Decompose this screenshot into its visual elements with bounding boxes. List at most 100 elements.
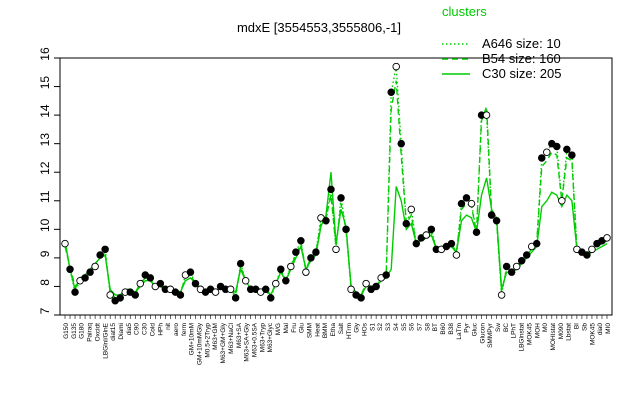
data-point <box>302 268 310 276</box>
legend-title: clusters <box>442 4 487 19</box>
x-tick-label: M/G <box>275 323 282 335</box>
y-tick-label: 8 <box>38 279 52 286</box>
x-tick-label: M63+Glyc <box>267 322 274 352</box>
data-point <box>543 148 551 156</box>
plot-area: 7 8 9 10 11 12 13 14 15 16 G150 G135 G180 Pairaq Oxcid… <box>38 47 613 365</box>
data-point <box>507 268 516 276</box>
data-point <box>297 237 305 245</box>
data-point <box>402 219 411 228</box>
data-point <box>81 274 89 282</box>
data-point <box>272 279 280 288</box>
data-point <box>337 194 345 202</box>
x-tick-label: S6 <box>409 323 416 331</box>
x-tick-label: MOK45 <box>589 323 596 345</box>
x-tick-label: dia5 <box>126 323 133 336</box>
data-point <box>452 251 461 259</box>
y-tick-label: 12 <box>38 161 52 175</box>
x-tick-label: S2 <box>377 323 384 331</box>
data-point <box>588 245 596 254</box>
x-tick-label: aero <box>173 323 180 336</box>
data-point <box>467 199 476 208</box>
data-point <box>91 262 99 271</box>
x-tick-label: M63+SA+Gly <box>244 322 251 361</box>
data-point <box>342 225 350 234</box>
x-tick-label: Pyr <box>464 322 471 333</box>
x-tick-label: Gly <box>354 322 361 333</box>
x-tick-label: S1 <box>369 323 376 331</box>
data-point <box>482 111 491 119</box>
x-tick-label: Oxcidt <box>94 323 101 342</box>
x-tick-label: MI0 <box>605 323 612 334</box>
x-tick-label: Diami <box>118 323 125 340</box>
x-tick-label: LaTm <box>456 323 463 340</box>
x-tick-label: SMM <box>307 323 314 338</box>
y-tick-label: 11 <box>38 190 52 203</box>
x-tick-label: BI <box>574 323 581 329</box>
x-tick-label: B38 <box>448 323 455 335</box>
data-point <box>522 251 531 259</box>
x-tick-label: M090 <box>558 323 565 340</box>
data-point <box>563 145 571 154</box>
data-point <box>156 279 165 288</box>
data-point <box>226 285 235 294</box>
legend-label: A646 size: 10 <box>482 36 561 51</box>
x-tick-label: Cold <box>149 323 156 337</box>
data-point <box>462 194 471 202</box>
data-point <box>186 268 195 276</box>
data-point <box>457 199 466 208</box>
data-point <box>412 239 421 248</box>
x-tick-label: Lbstat <box>566 323 573 341</box>
x-tick-label: C30 <box>142 323 149 335</box>
x-tick-label: Heat <box>314 323 321 337</box>
x-tick-label: SMMPyr <box>487 322 494 348</box>
data-point <box>282 276 290 285</box>
x-tick-label: nit <box>165 323 172 330</box>
data-point <box>502 262 511 271</box>
x-tick-label: B60 <box>440 323 447 335</box>
x-tick-label: Sb <box>581 323 588 331</box>
x-tick-label: M63+NaCl <box>228 322 235 353</box>
data-point <box>327 185 335 194</box>
x-tick-label: LBGlnstat <box>519 323 526 352</box>
y-tick-label: 10 <box>38 218 52 232</box>
data-point <box>517 256 526 265</box>
x-tick-label: HOs <box>361 322 368 336</box>
data-point <box>357 294 365 302</box>
data-point <box>131 291 140 299</box>
x-tick-label: diat15 <box>110 323 117 341</box>
legend-label: C30 size: 205 <box>482 66 562 81</box>
data-point <box>322 217 330 225</box>
x-tick-label: LPhT <box>511 323 518 339</box>
data-point <box>427 225 436 234</box>
data-point <box>312 248 320 256</box>
x-tick-label: C90 <box>134 323 141 335</box>
data-point <box>146 274 155 282</box>
data-point <box>106 291 114 299</box>
data-point <box>136 279 145 288</box>
x-tick-label: LBGlnl/GlnE <box>102 322 109 358</box>
data-point <box>101 245 109 254</box>
data-point <box>397 139 405 148</box>
x-tick-label: ferm <box>181 323 188 336</box>
x-tick-label: S4 <box>393 323 400 331</box>
data-point <box>236 259 245 268</box>
x-tick-label: S3 <box>385 323 392 331</box>
y-tick-label: 7 <box>38 307 52 314</box>
x-tick-label: HTrm <box>346 323 353 339</box>
series-line-dotted <box>64 66 608 302</box>
x-tick-label: G135 <box>71 323 78 339</box>
y-tick-label: 15 <box>38 76 52 90</box>
x-tick-label: Fru <box>291 323 298 333</box>
chart-title: mdxE [3554553,3555806,-1] <box>237 20 401 35</box>
x-tick-label: G150 <box>63 323 70 339</box>
data-point <box>292 248 300 256</box>
data-point <box>261 285 270 294</box>
data-point <box>487 211 496 219</box>
data-point <box>86 268 94 276</box>
data-point <box>532 239 541 248</box>
x-tick-label: BT <box>432 323 439 331</box>
data-point <box>603 234 611 242</box>
y-tick-label: 9 <box>38 250 52 257</box>
